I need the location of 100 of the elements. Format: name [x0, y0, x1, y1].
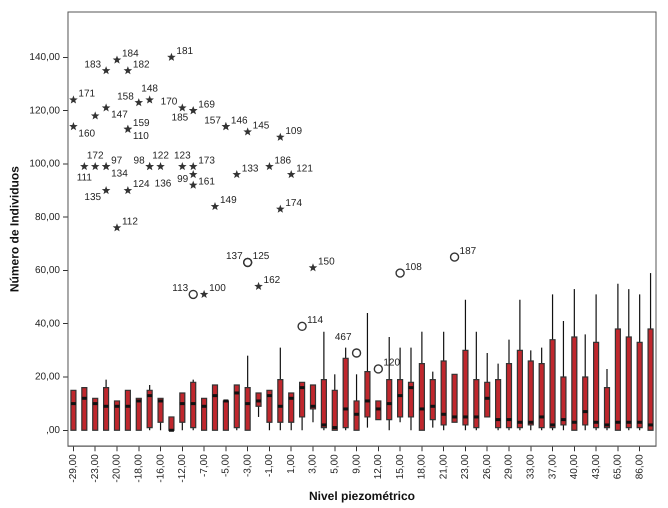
point	[102, 103, 110, 112]
point	[69, 122, 78, 130]
annotation: 158	[117, 91, 134, 102]
y-tick-label: 40,00	[34, 318, 60, 330]
y-tick-label: 120,00	[29, 105, 60, 116]
annotation: 159	[132, 118, 150, 129]
annotation: 185	[172, 112, 189, 124]
point	[286, 170, 296, 178]
point	[167, 52, 176, 61]
annotation: 121	[296, 163, 314, 174]
annotation: 187	[460, 246, 477, 257]
annotation: 171	[78, 88, 96, 100]
x-tick-label: -29,00	[68, 454, 80, 483]
annotation: 186	[274, 155, 292, 166]
point	[178, 103, 187, 112]
annotation: 122	[152, 150, 170, 162]
x-tick-label: 26,00	[482, 454, 493, 480]
point	[178, 162, 187, 170]
annotation: 97	[111, 155, 123, 166]
point	[134, 98, 144, 106]
point	[308, 263, 318, 272]
annotation: 100	[209, 283, 226, 294]
point	[276, 204, 285, 213]
point	[374, 364, 384, 374]
annotation: 146	[230, 115, 248, 126]
x-tick-label: 12,00	[373, 454, 384, 480]
point	[243, 127, 252, 136]
annotation: 157	[204, 115, 222, 126]
annotation: 134	[111, 168, 128, 180]
point	[102, 66, 110, 74]
annotation: 147	[111, 110, 128, 121]
y-tick-label: 100,00	[29, 158, 60, 170]
point	[102, 186, 110, 194]
y-tick-label: 140,00	[29, 52, 60, 64]
point	[90, 162, 100, 170]
x-tick-label: 9,00	[351, 454, 362, 474]
annotation: 114	[307, 315, 324, 326]
x-tick-label: -16,00	[155, 454, 166, 483]
annotation: 125	[252, 251, 270, 262]
x-tick-label: 37,00	[547, 454, 558, 480]
annotation: 169	[198, 99, 216, 110]
x-tick-label: 15,00	[394, 454, 406, 480]
x-axis-title: Nivel piezométrico	[308, 489, 416, 504]
point	[450, 252, 460, 262]
point	[188, 170, 198, 178]
x-tick-label: 86,00	[634, 454, 646, 480]
annotation: 184	[122, 48, 140, 60]
x-tick-label: 40,00	[569, 454, 580, 480]
annotation: 162	[264, 275, 281, 286]
y-tick-label: 60,00	[34, 265, 60, 276]
y-axis-title: Número de Individuos	[8, 166, 22, 292]
annotation: 110	[132, 130, 150, 142]
x-tick-label: 33,00	[526, 454, 537, 480]
y-tick-label: ,00	[46, 425, 60, 436]
x-tick-label: -20,00	[112, 454, 123, 483]
point	[395, 268, 405, 278]
annotation: 136	[154, 178, 172, 190]
x-tick-label: -3,00	[242, 454, 254, 478]
x-tick-label: 18,00	[416, 454, 428, 480]
annotation: 133	[242, 163, 259, 174]
annotation: 135	[84, 192, 102, 204]
annotation: 182	[132, 59, 150, 70]
annotation: 98	[134, 155, 146, 166]
point	[156, 162, 165, 170]
point	[210, 202, 220, 210]
annotation: 137	[226, 251, 244, 262]
y-tick-label: 80,00	[34, 212, 60, 223]
annotation: 174	[285, 198, 302, 209]
annotation: 150	[318, 256, 336, 268]
x-tick-label: 23,00	[460, 454, 472, 480]
x-tick-label: 29,00	[504, 454, 515, 480]
annotation: 467	[334, 332, 352, 343]
annotation: 111	[76, 172, 92, 184]
point	[145, 95, 154, 104]
point	[124, 66, 132, 74]
point	[188, 162, 198, 170]
point	[265, 162, 274, 170]
annotation: 109	[285, 126, 302, 137]
x-tick-label: 1,00	[286, 454, 297, 474]
x-tick-label: -1,00	[264, 454, 276, 478]
point	[188, 290, 198, 300]
annotation: 148	[141, 84, 158, 95]
annotation: 123	[174, 150, 192, 162]
x-tick-label: -18,00	[134, 454, 145, 483]
point	[200, 290, 208, 298]
point	[254, 282, 263, 290]
point	[69, 95, 78, 104]
x-tick-label: 65,00	[612, 454, 624, 480]
x-tick-label: -5,00	[220, 454, 232, 478]
annotation: 172	[86, 150, 104, 162]
annotation: 183	[84, 59, 102, 70]
point	[80, 162, 89, 170]
point	[90, 111, 100, 120]
x-tick-label: 5,00	[330, 454, 341, 474]
x-tick-label: -23,00	[90, 454, 101, 483]
annotation: 108	[405, 262, 422, 273]
point	[276, 132, 285, 141]
annotation: 124	[132, 179, 150, 190]
x-tick-label: -12,00	[177, 454, 188, 483]
point	[352, 348, 362, 358]
